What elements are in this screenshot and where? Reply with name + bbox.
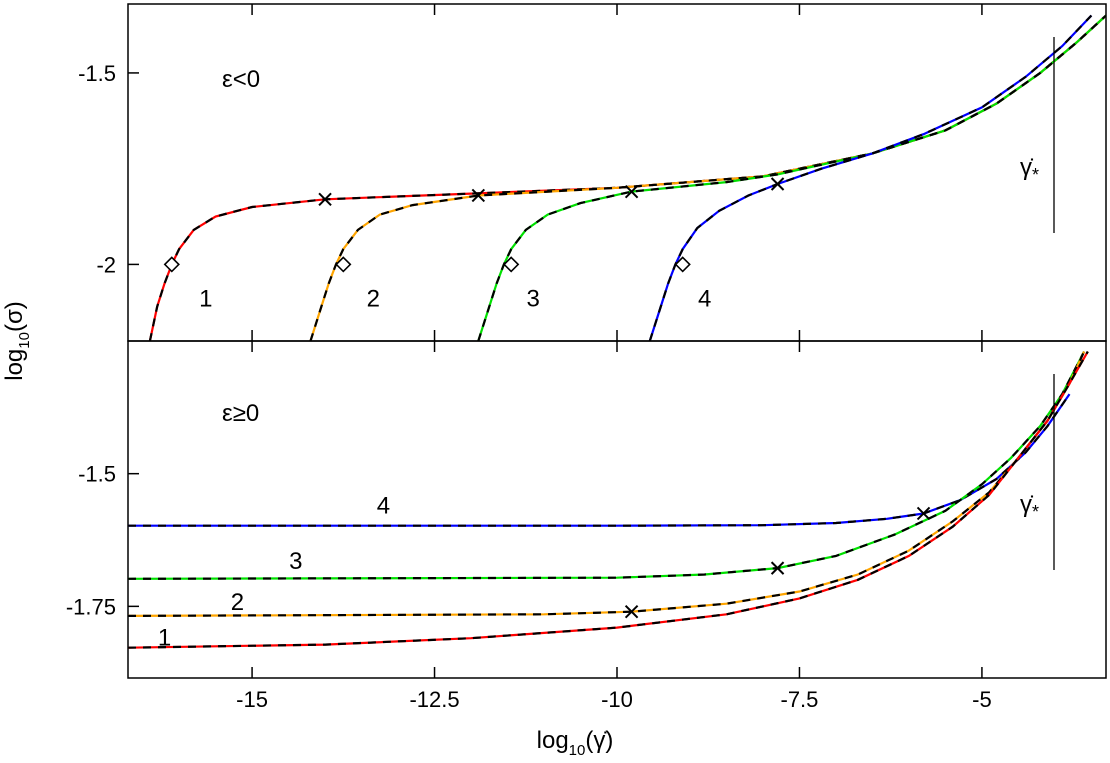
curve-label-2: 2 bbox=[231, 589, 244, 616]
series-line-2 bbox=[128, 351, 1086, 618]
x-axis-title-sub: 10 bbox=[569, 742, 586, 759]
fit-line-3 bbox=[128, 351, 1086, 580]
scale-bar-label-star: * bbox=[1032, 165, 1039, 185]
x-axis-title: log10(γ̇) bbox=[537, 727, 614, 759]
panel-annotation: ε<0 bbox=[222, 66, 260, 93]
curve-label-4: 4 bbox=[377, 493, 390, 520]
x-tick-label: -15 bbox=[236, 687, 268, 712]
cross-marker-4 bbox=[770, 177, 785, 191]
curve-label-1: 1 bbox=[199, 285, 212, 312]
panel-annotation: ε≥0 bbox=[222, 400, 259, 427]
diamond-marker-3 bbox=[503, 256, 520, 273]
y-tick-label: -1.75 bbox=[66, 594, 116, 619]
series-line-1 bbox=[128, 351, 1089, 649]
fit-line-4 bbox=[128, 393, 1071, 527]
y-axis-title-log: log bbox=[1, 349, 28, 381]
y-tick-label: -2 bbox=[96, 252, 116, 277]
x-axis-title-log: log bbox=[537, 727, 569, 754]
x-axis: -15 -12.5 -10 -7.5 -5 bbox=[236, 687, 992, 712]
y-tick-label: -1.5 bbox=[78, 61, 116, 86]
curve-label-4: 4 bbox=[698, 285, 711, 312]
panel-frame bbox=[127, 3, 1107, 342]
y-axis-title-arg: (σ) bbox=[1, 301, 28, 332]
scale-bar-label-symbol: γ̇ bbox=[1020, 491, 1034, 518]
panel-top: -1.5 -2 1 2 3 4 ε<0 γ̇* bbox=[78, 3, 1107, 342]
x-tick-label: -7.5 bbox=[781, 687, 819, 712]
fit-line-2 bbox=[128, 351, 1086, 618]
cross-marker-2 bbox=[624, 604, 639, 619]
cross-marker-3 bbox=[624, 184, 639, 199]
curve-label-1: 1 bbox=[158, 625, 171, 652]
series-line-3 bbox=[128, 351, 1086, 580]
series-line-4 bbox=[128, 393, 1071, 527]
fit-line-3 bbox=[477, 14, 1106, 341]
y-axis-title: log10(σ) bbox=[1, 301, 33, 381]
fit-line-4 bbox=[648, 14, 1093, 341]
y-axis-title-sub: 10 bbox=[16, 332, 33, 349]
scale-bar-label-symbol: γ̇ bbox=[1020, 154, 1034, 181]
curve-label-3: 3 bbox=[289, 548, 302, 575]
panel-bottom: -1.5 -1.75 4 3 2 1 ε≥0 γ̇* bbox=[66, 340, 1107, 679]
scale-bar-label: γ̇* bbox=[1020, 491, 1039, 522]
scale-bar-label: γ̇* bbox=[1020, 154, 1039, 185]
x-tick-label: -5 bbox=[972, 687, 992, 712]
curve-label-3: 3 bbox=[526, 285, 539, 312]
series-group bbox=[128, 351, 1089, 649]
curve-label-2: 2 bbox=[367, 285, 380, 312]
scale-bar-label-star: * bbox=[1032, 502, 1039, 522]
series-group bbox=[148, 14, 1106, 341]
diamond-marker-2 bbox=[335, 256, 352, 273]
fit-line-1 bbox=[148, 14, 1106, 341]
cross-marker-1 bbox=[318, 192, 332, 207]
fit-line-1 bbox=[128, 351, 1089, 649]
x-axis-title-arg: (γ̇) bbox=[585, 727, 613, 754]
y-tick-label: -1.5 bbox=[78, 462, 116, 487]
cross-marker-4 bbox=[916, 506, 931, 521]
series-line-1 bbox=[148, 14, 1106, 341]
cross-marker-3 bbox=[770, 561, 785, 575]
cross-marker-2 bbox=[471, 188, 486, 203]
diamond-marker-4 bbox=[674, 256, 691, 273]
x-tick-label: -10 bbox=[601, 687, 633, 712]
diamond-marker-1 bbox=[163, 256, 180, 273]
x-tick-label: -12.5 bbox=[409, 687, 459, 712]
